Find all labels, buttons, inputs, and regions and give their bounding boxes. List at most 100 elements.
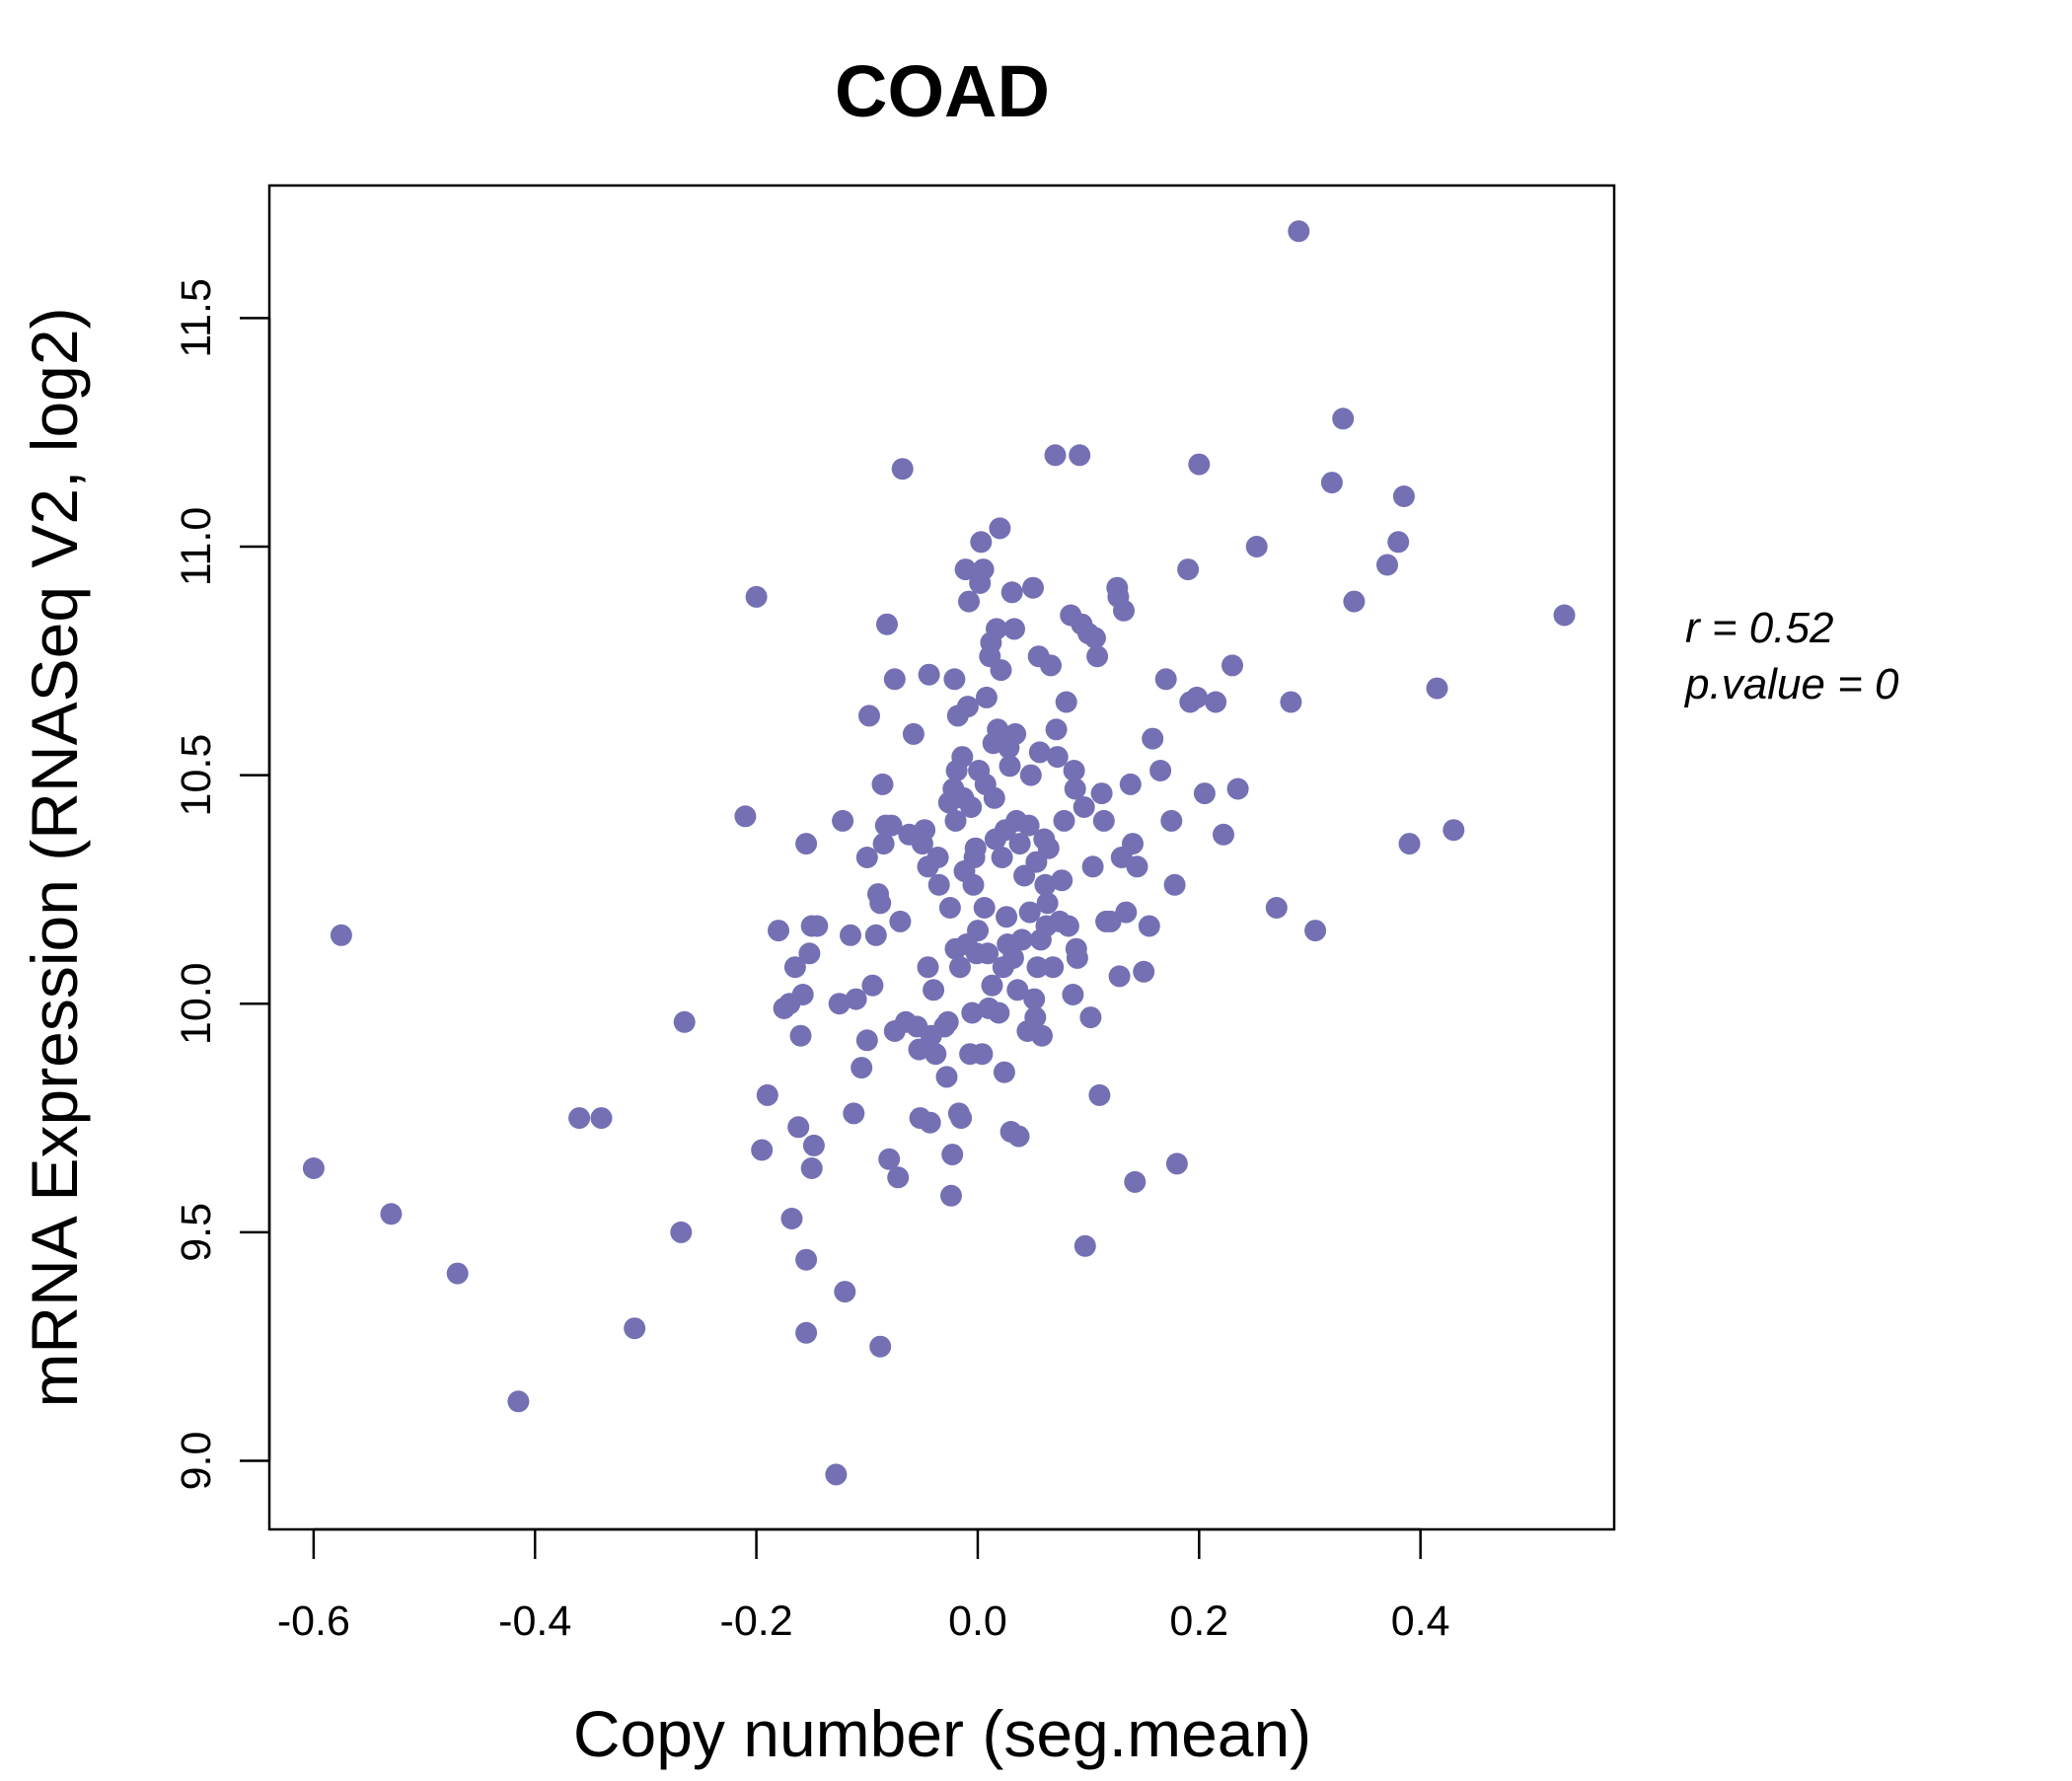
data-point (800, 1157, 823, 1179)
data-point (1332, 408, 1355, 430)
data-point (1205, 691, 1227, 713)
data-point (973, 897, 996, 919)
data-point (1066, 946, 1088, 969)
data-point (1023, 988, 1046, 1010)
data-point (1003, 618, 1025, 640)
data-point (1115, 901, 1138, 924)
data-point (861, 974, 884, 997)
data-point (1122, 833, 1144, 855)
data-point (889, 910, 912, 932)
data-point (926, 847, 949, 868)
correlation-r-text: r = 0.52 (1685, 604, 1833, 652)
data-point (941, 1144, 964, 1166)
data-point (1064, 778, 1086, 800)
data-point (851, 1057, 873, 1079)
data-point (927, 873, 950, 896)
data-point (1376, 554, 1398, 576)
data-point (883, 668, 906, 691)
data-point (1090, 782, 1113, 805)
y-tick-label: 9.5 (173, 1203, 220, 1262)
data-point (1245, 536, 1268, 557)
data-point (670, 1221, 693, 1243)
data-point (950, 1107, 973, 1130)
data-point (1186, 686, 1209, 708)
data-point (1443, 819, 1465, 842)
data-point (1000, 581, 1023, 604)
data-point (989, 517, 1011, 540)
data-point (858, 705, 880, 727)
data-point (302, 1157, 325, 1179)
data-point (789, 1024, 812, 1047)
data-point (1163, 873, 1186, 896)
data-point (981, 974, 1003, 997)
data-point (1044, 444, 1067, 467)
data-point (780, 1208, 803, 1229)
data-point (1265, 897, 1288, 919)
data-point (446, 1262, 469, 1285)
data-point (987, 718, 1009, 741)
data-point (1007, 1125, 1030, 1148)
data-point (1092, 809, 1115, 832)
data-point (864, 924, 887, 946)
data-point (1073, 1234, 1096, 1257)
data-point (918, 663, 940, 686)
data-point (330, 924, 352, 946)
data-point (938, 897, 961, 919)
data-points (302, 220, 1576, 1486)
data-point (806, 915, 829, 937)
data-point (960, 796, 983, 818)
data-point (1154, 668, 1177, 691)
data-point (1053, 809, 1075, 832)
data-point (1387, 531, 1410, 554)
data-point (1001, 946, 1024, 969)
data-point (1062, 984, 1084, 1005)
x-axis-label: Copy number (seg.mean) (573, 1697, 1311, 1770)
data-point (798, 942, 821, 965)
data-point (791, 984, 814, 1005)
data-point (1031, 1024, 1053, 1047)
data-point (1392, 485, 1415, 507)
data-point (1042, 956, 1065, 979)
data-point (1022, 576, 1044, 599)
data-point (993, 1061, 1015, 1083)
data-point (1063, 760, 1085, 781)
data-point (1226, 778, 1249, 800)
data-point (1069, 444, 1091, 467)
data-point (872, 833, 895, 855)
data-point (876, 613, 898, 635)
data-point (768, 920, 789, 942)
data-point (1057, 915, 1079, 937)
x-tick-label: 0.0 (948, 1597, 1007, 1645)
data-point (1004, 722, 1027, 745)
data-point (961, 1002, 984, 1024)
data-point (954, 558, 977, 581)
data-point (751, 1139, 774, 1161)
data-point (999, 755, 1021, 778)
data-point (944, 809, 967, 832)
data-point (825, 1463, 848, 1486)
data-point (795, 1248, 818, 1271)
data-point (840, 924, 861, 946)
data-point (971, 1043, 994, 1066)
data-point (1221, 654, 1243, 677)
data-point (1008, 833, 1031, 855)
data-point (958, 590, 980, 613)
data-point (1320, 472, 1343, 494)
data-point (1280, 691, 1302, 713)
data-point (1193, 782, 1216, 805)
data-point (914, 819, 936, 842)
x-tick-label: -0.2 (720, 1597, 793, 1645)
data-point (869, 1335, 892, 1358)
data-point (1073, 796, 1095, 818)
data-point (1040, 654, 1062, 677)
data-point (1398, 833, 1421, 855)
data-point (1108, 965, 1131, 988)
data-point (925, 1043, 947, 1066)
data-point (787, 1116, 810, 1139)
data-point (1160, 809, 1183, 832)
data-point (1086, 645, 1109, 668)
data-point (843, 1102, 865, 1125)
data-point (1213, 823, 1234, 846)
